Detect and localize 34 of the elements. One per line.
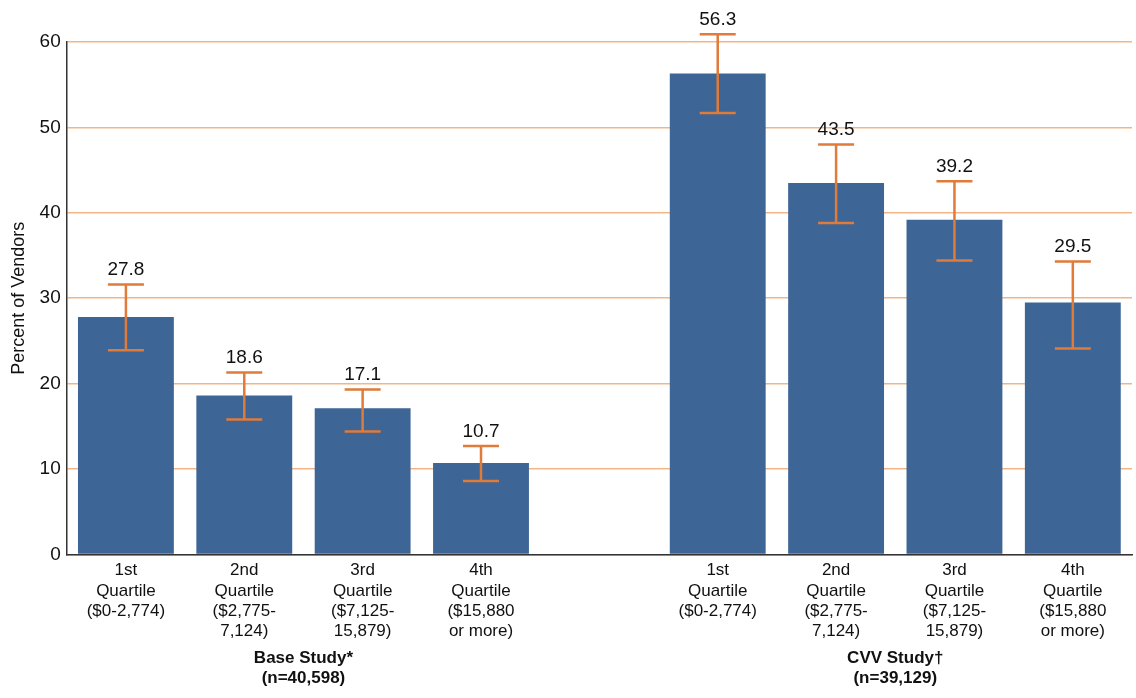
bar <box>433 463 529 554</box>
x-tick-label: 1st Quartile ($0-2,774) <box>86 560 166 621</box>
y-axis-title: Percent of Vendors <box>7 221 28 375</box>
data-label: 56.3 <box>699 8 737 30</box>
data-label: 29.5 <box>1054 235 1092 257</box>
bar <box>77 316 174 554</box>
x-tick-label: 3rd Quartile ($7,125- 15,879) <box>330 560 395 641</box>
data-label: 39.2 <box>935 154 973 176</box>
y-tick-label: 50 <box>39 115 61 137</box>
y-tick-label: 40 <box>39 201 61 223</box>
y-tick-label: 60 <box>39 30 61 52</box>
x-tick-label: 4th Quartile ($15,880 or more) <box>447 560 515 641</box>
data-label: 43.5 <box>817 118 855 140</box>
bar <box>669 73 766 554</box>
y-tick-label: 10 <box>39 457 61 479</box>
y-tick-label: 20 <box>39 371 61 393</box>
bar <box>196 395 293 554</box>
y-tick-label: 0 <box>50 542 61 564</box>
data-label: 27.8 <box>107 258 145 280</box>
x-tick-label: 2nd Quartile ($2,775- 7,124) <box>804 560 868 641</box>
x-tick-label: 3rd Quartile ($7,125- 15,879) <box>922 560 987 641</box>
text: CVV Study† (n=39,129) <box>847 648 944 688</box>
x-tick-label: 1st Quartile ($0-2,774) <box>678 560 757 621</box>
bar <box>314 408 411 554</box>
data-label: 18.6 <box>225 346 263 368</box>
y-tick-label: 30 <box>39 286 61 308</box>
x-tick-label: 4th Quartile ($15,880 or more) <box>1039 560 1107 641</box>
data-label: 17.1 <box>344 363 382 385</box>
data-label: 10.7 <box>462 419 500 441</box>
bar <box>1024 302 1121 554</box>
x-tick-label: 2nd Quartile ($2,775- 7,124) <box>212 560 276 641</box>
bar <box>906 219 1003 554</box>
text: Base Study* (n=40,598) <box>253 648 354 688</box>
bar <box>788 182 885 554</box>
